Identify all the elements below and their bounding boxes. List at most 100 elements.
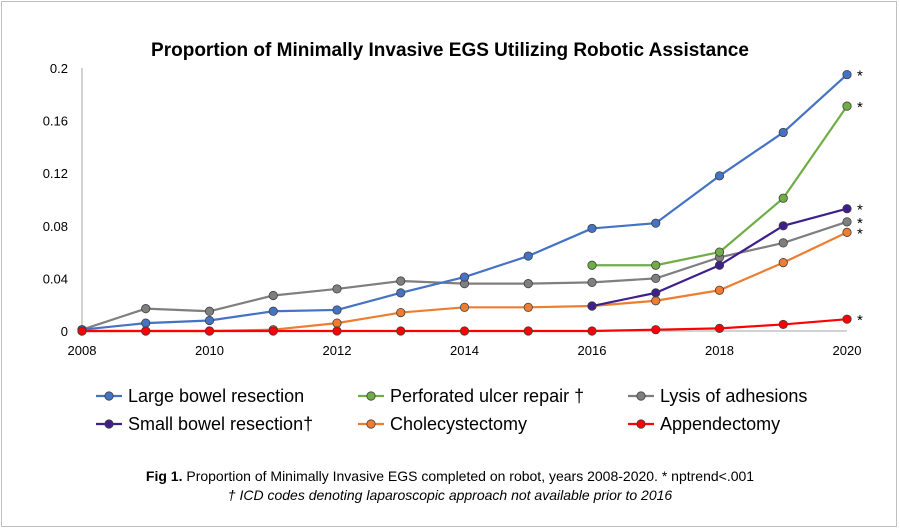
data-point bbox=[651, 325, 661, 335]
data-point bbox=[651, 218, 661, 228]
legend-label: Lysis of adhesions bbox=[660, 386, 807, 406]
legend-label: Appendectomy bbox=[660, 414, 780, 434]
data-point bbox=[842, 227, 852, 237]
data-point bbox=[714, 285, 725, 295]
y-tick-label: 0 bbox=[61, 324, 68, 339]
data-point bbox=[587, 326, 597, 336]
legend-item: Small bowel resection† bbox=[96, 414, 313, 434]
significance-marker: * bbox=[857, 202, 863, 219]
data-point bbox=[523, 302, 533, 312]
x-tick-label: 2016 bbox=[578, 343, 607, 358]
significance-marker: * bbox=[857, 215, 863, 232]
chart-legend: Large bowel resection Perforated ulcer re… bbox=[96, 386, 807, 434]
data-point bbox=[268, 326, 278, 336]
data-point bbox=[523, 326, 533, 336]
data-point bbox=[141, 326, 151, 336]
data-point bbox=[77, 326, 87, 336]
data-point bbox=[778, 238, 788, 248]
data-point bbox=[396, 276, 406, 286]
data-point bbox=[332, 318, 342, 328]
data-point bbox=[651, 260, 661, 270]
data-point bbox=[651, 296, 661, 306]
data-point bbox=[396, 326, 406, 336]
data-point bbox=[141, 304, 151, 314]
y-tick-label: 0.2 bbox=[50, 61, 68, 76]
legend-label: Large bowel resection bbox=[128, 386, 304, 406]
data-point bbox=[587, 301, 597, 311]
legend-swatch-marker bbox=[636, 391, 646, 401]
series-line bbox=[81, 73, 848, 331]
legend-swatch-marker bbox=[104, 391, 114, 401]
data-point bbox=[459, 272, 470, 282]
x-tick-label: 2014 bbox=[450, 343, 479, 358]
data-point bbox=[842, 314, 852, 324]
line-chart: 0 0.04 0.08 0.12 0.16 0.2 2008 2010 2012 2014 2016… bbox=[43, 61, 863, 434]
legend-label: Small bowel resection† bbox=[128, 414, 313, 434]
x-tick-label: 2008 bbox=[68, 343, 97, 358]
data-point bbox=[396, 307, 406, 318]
legend-label: Perforated ulcer repair † bbox=[390, 386, 584, 406]
chart-title: Proportion of Minimally Invasive EGS Uti… bbox=[151, 40, 749, 61]
x-tick-label: 2020 bbox=[833, 343, 862, 358]
data-point bbox=[332, 326, 342, 336]
data-point bbox=[523, 251, 533, 261]
significance-marker: * bbox=[857, 225, 863, 242]
data-point bbox=[268, 306, 278, 316]
figure-caption-line2: † ICD codes denoting laparoscopic approa… bbox=[227, 487, 673, 503]
chart-axes: 0 0.04 0.08 0.12 0.16 0.2 2008 2010 2012 2014 2016… bbox=[43, 61, 862, 358]
figure-caption-line1: Fig 1. Proportion of Minimally Invasive … bbox=[0, 468, 900, 484]
data-point bbox=[778, 221, 788, 231]
data-point bbox=[332, 284, 342, 294]
data-point bbox=[587, 260, 597, 270]
data-point bbox=[714, 247, 725, 257]
figure-caption-text: Proportion of Minimally Invasive EGS com… bbox=[182, 468, 755, 484]
data-point bbox=[332, 305, 342, 315]
data-point bbox=[714, 171, 725, 181]
data-point bbox=[268, 290, 278, 301]
significance-marker: * bbox=[857, 68, 863, 85]
data-point bbox=[714, 323, 725, 333]
series-lines bbox=[81, 73, 848, 333]
data-point bbox=[396, 288, 406, 298]
legend-swatch-marker bbox=[104, 419, 114, 429]
legend-item: Perforated ulcer repair † bbox=[358, 386, 584, 406]
data-point bbox=[842, 217, 852, 227]
significance-marker: * bbox=[857, 99, 863, 116]
data-point bbox=[141, 318, 151, 328]
x-tick-label: 2010 bbox=[195, 343, 224, 358]
x-tick-label: 2018 bbox=[705, 343, 734, 358]
data-point bbox=[204, 326, 215, 336]
legend-swatch-marker bbox=[636, 419, 646, 429]
data-point bbox=[204, 306, 215, 316]
data-point bbox=[459, 302, 470, 312]
y-tick-label: 0.08 bbox=[43, 219, 68, 234]
legend-swatch-marker bbox=[366, 391, 376, 401]
legend-item: Large bowel resection bbox=[96, 386, 304, 406]
legend-swatch-marker bbox=[366, 419, 376, 429]
significance-markers: ****** bbox=[857, 68, 863, 330]
legend-item: Lysis of adhesions bbox=[628, 386, 807, 406]
legend-item: Appendectomy bbox=[628, 414, 780, 434]
legend-item: Cholecystectomy bbox=[358, 414, 527, 434]
data-point bbox=[714, 260, 725, 270]
data-point bbox=[842, 69, 852, 80]
data-point bbox=[778, 127, 788, 138]
x-tick-label: 2012 bbox=[323, 343, 352, 358]
data-point bbox=[778, 319, 788, 330]
data-point bbox=[842, 101, 852, 111]
data-point bbox=[459, 326, 470, 336]
y-tick-label: 0.16 bbox=[43, 114, 68, 129]
data-point bbox=[778, 258, 788, 268]
data-point bbox=[523, 279, 533, 289]
data-point bbox=[587, 223, 597, 234]
y-tick-label: 0.04 bbox=[43, 271, 68, 286]
series-line bbox=[592, 105, 848, 267]
data-point bbox=[651, 288, 661, 298]
data-point bbox=[204, 315, 215, 326]
data-point bbox=[778, 193, 788, 203]
figure-caption-label: Fig 1. bbox=[145, 468, 183, 484]
y-tick-label: 0.12 bbox=[43, 166, 68, 181]
series-markers bbox=[77, 69, 852, 336]
data-point bbox=[842, 204, 852, 214]
